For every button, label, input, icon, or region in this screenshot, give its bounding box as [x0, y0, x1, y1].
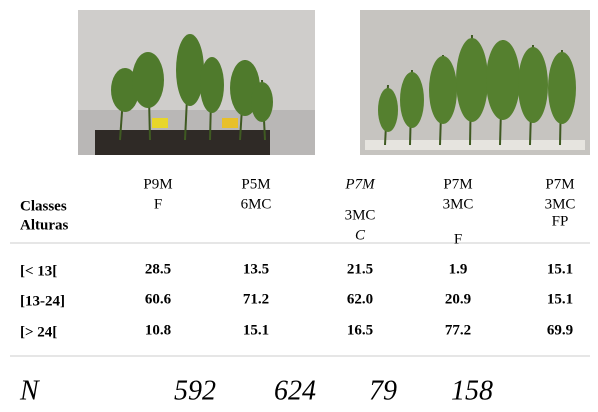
cell: 21.5	[347, 261, 373, 277]
cell: 62.0	[347, 291, 373, 307]
row-label: [> 24[	[20, 324, 57, 340]
page: ClassesAlturasP9MFP5M6MCP7M3MCCP7M3MCFP7…	[0, 0, 598, 412]
column-header: 3MC	[345, 207, 376, 223]
row-header: Classes	[20, 198, 67, 214]
column-header: P7M	[545, 176, 574, 192]
row-label: [< 13[	[20, 263, 57, 279]
cell: 28.5	[145, 261, 171, 277]
cell: 60.6	[145, 291, 172, 307]
column-header: FP	[552, 213, 569, 229]
row-label: [13-24]	[20, 293, 65, 309]
column-header: 6MC	[241, 196, 272, 212]
column-header: P9M	[143, 176, 172, 192]
cell: 15.1	[547, 291, 573, 307]
n-value: 158	[451, 375, 493, 406]
cell: 71.2	[243, 291, 269, 307]
n-value: 79	[369, 375, 397, 406]
cell: 15.1	[547, 261, 573, 277]
n-label: N	[19, 375, 40, 406]
cell: 13.5	[243, 261, 269, 277]
cell: 20.9	[445, 291, 471, 307]
n-value: 624	[274, 375, 316, 406]
column-header: P5M	[241, 176, 270, 192]
cell: 1.9	[449, 261, 468, 277]
cell: 10.8	[145, 322, 171, 338]
cell: 77.2	[445, 322, 471, 338]
photo-right	[360, 10, 590, 155]
column-header: P7M	[344, 176, 376, 192]
row-header: Alturas	[20, 217, 68, 233]
n-value: 592	[174, 375, 216, 406]
cell: 69.9	[547, 322, 573, 338]
column-header: F	[154, 196, 162, 212]
column-header: C	[355, 227, 366, 243]
cell: 16.5	[347, 322, 373, 338]
column-header: F	[454, 231, 462, 247]
column-header: 3MC	[545, 196, 576, 212]
column-header: 3MC	[443, 196, 474, 212]
photo-left	[78, 10, 315, 155]
column-header: P7M	[443, 176, 472, 192]
cell: 15.1	[243, 322, 269, 338]
